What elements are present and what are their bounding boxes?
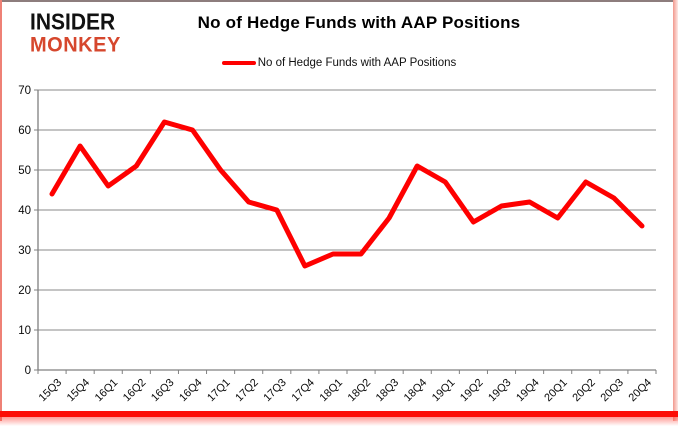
y-tick-label: 10 bbox=[18, 325, 31, 337]
legend-label: No of Hedge Funds with AAP Positions bbox=[257, 57, 457, 69]
x-tick-label: 16Q4 bbox=[177, 377, 205, 405]
y-tick-label: 30 bbox=[18, 245, 31, 257]
x-tick-label: 19Q3 bbox=[486, 377, 514, 405]
legend-line-swatch bbox=[221, 61, 256, 65]
y-tick-label: 20 bbox=[18, 285, 31, 297]
y-tick-label: 40 bbox=[18, 205, 31, 217]
x-tick-label: 15Q3 bbox=[37, 377, 65, 405]
x-tick-label: 17Q2 bbox=[233, 377, 261, 405]
x-tick-label: 17Q4 bbox=[289, 377, 317, 405]
x-tick-label: 19Q2 bbox=[458, 377, 486, 405]
x-tick-label: 20Q2 bbox=[570, 377, 598, 405]
x-tick-label: 19Q4 bbox=[514, 377, 542, 405]
x-tick-label: 16Q1 bbox=[93, 377, 121, 405]
x-tick-label: 20Q4 bbox=[627, 377, 655, 405]
legend: No of Hedge Funds with AAP Positions bbox=[0, 57, 678, 69]
bottom-red-glow bbox=[0, 417, 678, 426]
series-line bbox=[49, 119, 645, 269]
y-tick-label: 70 bbox=[18, 85, 31, 97]
bottom-red-bar bbox=[0, 411, 678, 417]
logo-text-monkey: MONKEY bbox=[30, 32, 121, 57]
x-tick-label: 18Q1 bbox=[318, 377, 346, 405]
x-tick-label: 17Q1 bbox=[205, 377, 233, 405]
x-tick-label: 15Q4 bbox=[65, 377, 93, 405]
x-tick-label: 18Q2 bbox=[346, 377, 374, 405]
x-tick-label: 20Q1 bbox=[542, 377, 570, 405]
x-tick-label: 16Q2 bbox=[121, 377, 149, 405]
top-border bbox=[0, 0, 678, 2]
x-tick-label: 18Q4 bbox=[402, 377, 430, 405]
x-tick-label: 20Q3 bbox=[598, 377, 626, 405]
x-tick-label: 16Q3 bbox=[149, 377, 177, 405]
y-tick-label: 0 bbox=[25, 365, 31, 377]
chart-title: No of Hedge Funds with AAP Positions bbox=[197, 13, 521, 32]
y-tick-label: 50 bbox=[18, 165, 31, 177]
insider-monkey-logo: INSIDER MONKEY bbox=[30, 9, 121, 57]
logo-text-insider: INSIDER bbox=[30, 9, 116, 35]
x-tick-label: 19Q1 bbox=[430, 377, 458, 405]
x-tick-label: 17Q3 bbox=[261, 377, 289, 405]
x-tick-label: 18Q3 bbox=[374, 377, 402, 405]
y-tick-label: 60 bbox=[18, 125, 31, 137]
left-border bbox=[0, 0, 2, 421]
right-border-glow bbox=[673, 0, 678, 421]
